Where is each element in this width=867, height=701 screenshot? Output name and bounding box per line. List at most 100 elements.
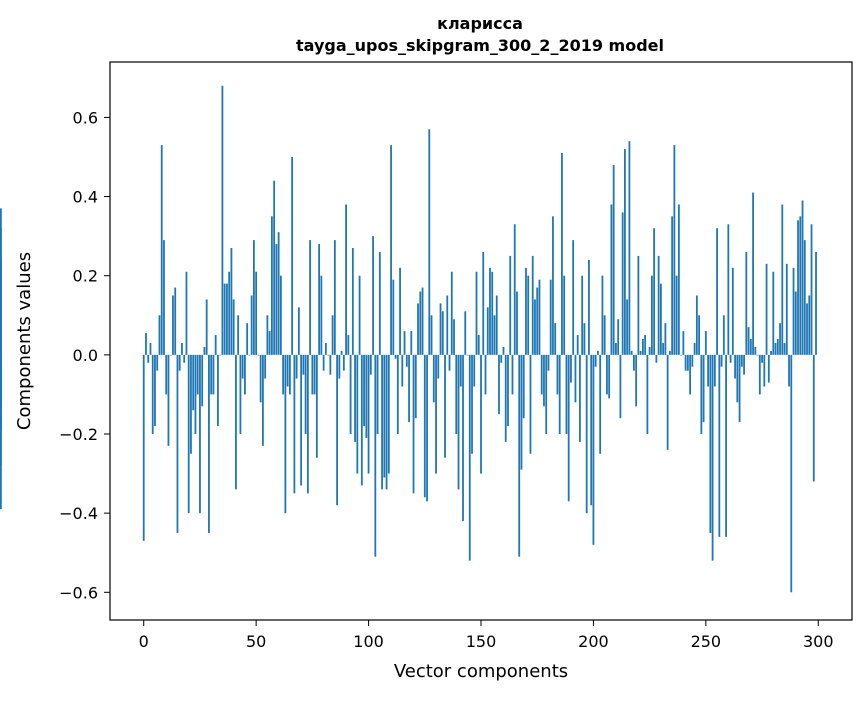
bar xyxy=(369,354,372,375)
plot-frame xyxy=(109,61,853,621)
bar xyxy=(736,354,739,403)
bar xyxy=(0,354,2,356)
bar xyxy=(653,228,656,355)
bar xyxy=(538,279,541,355)
bar xyxy=(275,244,278,355)
bar xyxy=(668,350,671,355)
y-axis-label: Components values xyxy=(14,252,35,430)
bar xyxy=(351,248,354,355)
bar xyxy=(635,354,638,407)
bar xyxy=(444,354,446,458)
bar xyxy=(740,354,743,367)
bar xyxy=(700,354,703,434)
bar xyxy=(387,354,390,474)
bar xyxy=(507,354,509,427)
bar xyxy=(558,354,561,434)
bar xyxy=(615,342,617,355)
bar xyxy=(619,354,622,419)
bar xyxy=(594,354,597,367)
bar xyxy=(612,164,615,355)
bar xyxy=(803,240,806,355)
bar xyxy=(333,240,336,355)
bar xyxy=(761,354,763,363)
bar xyxy=(738,354,741,423)
bar xyxy=(502,346,505,355)
bar xyxy=(536,287,539,355)
bar xyxy=(147,354,150,363)
y-tick-label: −0.2 xyxy=(59,425,98,444)
bar xyxy=(756,354,759,356)
bar xyxy=(525,267,527,355)
bar xyxy=(199,354,201,514)
bar xyxy=(579,354,581,442)
bar xyxy=(563,275,566,355)
bar xyxy=(331,315,334,355)
bar xyxy=(531,255,534,355)
bar xyxy=(185,271,188,355)
bar xyxy=(329,354,332,375)
bar xyxy=(482,251,485,355)
bar xyxy=(253,240,255,355)
x-tick-label: 200 xyxy=(578,632,609,651)
bar xyxy=(322,354,325,371)
bar xyxy=(408,354,410,423)
bar xyxy=(354,354,356,442)
bar xyxy=(151,354,154,434)
x-tick-label: 300 xyxy=(803,632,834,651)
bar xyxy=(360,354,363,486)
bar xyxy=(219,354,222,356)
bar xyxy=(682,331,685,355)
bar xyxy=(154,354,156,427)
bar xyxy=(722,315,725,355)
bar xyxy=(677,204,680,355)
bar xyxy=(689,354,692,395)
bar xyxy=(347,335,350,355)
bar xyxy=(279,275,282,355)
bar xyxy=(349,354,352,434)
bar xyxy=(489,267,491,355)
bar xyxy=(286,354,289,387)
bar xyxy=(781,204,784,355)
bar xyxy=(212,354,215,395)
bar xyxy=(606,354,608,395)
bar xyxy=(686,354,689,371)
bar xyxy=(477,335,480,355)
bar xyxy=(718,354,721,537)
bar xyxy=(462,354,464,522)
bar xyxy=(776,339,779,355)
bar xyxy=(423,354,426,498)
bar xyxy=(812,354,815,482)
bar xyxy=(552,216,554,355)
bar xyxy=(691,354,694,367)
bar xyxy=(610,204,613,355)
y-axis-ticks: −0.6 −0.4 −0.2 0.0 0.2 0.4 0.6 xyxy=(59,108,110,602)
bar xyxy=(581,275,584,355)
bar xyxy=(695,295,698,355)
bar xyxy=(468,354,471,561)
bar xyxy=(648,346,651,355)
bar xyxy=(491,271,494,355)
bar xyxy=(633,354,635,371)
bar xyxy=(727,224,730,355)
bar xyxy=(410,331,413,355)
bar xyxy=(208,354,210,533)
bar xyxy=(565,354,568,434)
bar xyxy=(650,275,653,355)
bar xyxy=(262,354,264,446)
bar xyxy=(680,354,683,356)
bar xyxy=(163,240,165,355)
bar xyxy=(282,354,285,395)
bar xyxy=(403,331,406,355)
bar xyxy=(244,354,246,395)
bar xyxy=(806,303,808,355)
bar xyxy=(500,354,503,363)
bar xyxy=(763,354,766,387)
bar xyxy=(747,327,750,355)
x-tick-label: 50 xyxy=(246,632,266,651)
bar xyxy=(277,232,280,355)
bar xyxy=(194,354,197,434)
bar xyxy=(340,350,343,355)
bar xyxy=(603,315,606,355)
bar xyxy=(709,354,712,533)
